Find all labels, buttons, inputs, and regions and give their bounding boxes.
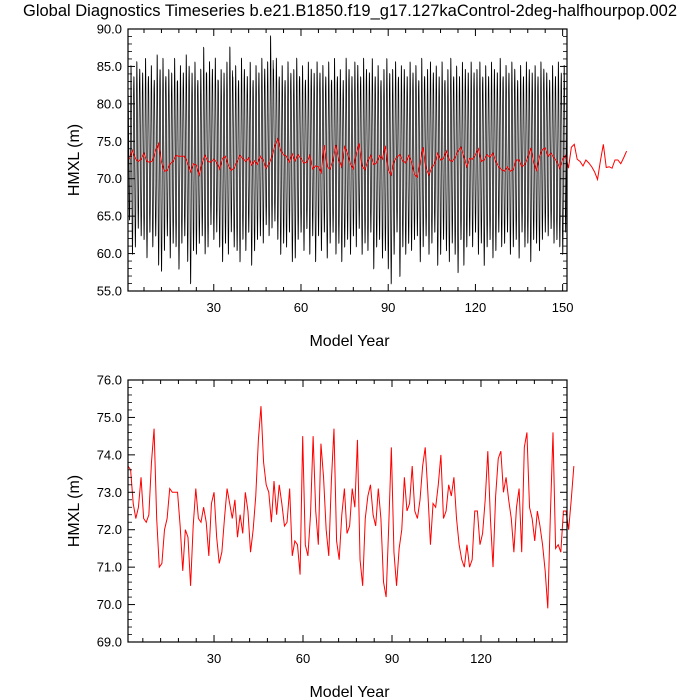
x-tick-label: 60 (294, 300, 308, 315)
figure-title: Global Diagnostics Timeseries b.e21.B185… (22, 2, 677, 20)
x-tick-label: 150 (552, 300, 574, 315)
x-tick-label: 90 (381, 300, 395, 315)
x-tick-label: 30 (207, 651, 221, 666)
series-line-0 (127, 406, 575, 609)
y-tick-label: 80.0 (97, 96, 122, 111)
series-line-0 (127, 35, 568, 285)
y-tick-label: 70.0 (97, 171, 122, 186)
plot-frame (127, 379, 568, 643)
y-tick-label: 85.0 (97, 59, 122, 74)
x-tick-label: 120 (470, 651, 492, 666)
x-axis-title: Model Year (309, 333, 390, 350)
y-tick-label: 70.0 (97, 597, 122, 612)
y-tick-label: 72.0 (97, 522, 122, 537)
x-tick-label: 90 (385, 651, 399, 666)
y-tick-label: 55.0 (97, 284, 122, 299)
bottom-panel: 30 60 90 120 69.0 70.0 71.0 72.0 73.0 74.0 75.0 76.… (66, 373, 575, 700)
x-tick-label: 60 (296, 651, 310, 666)
y-tick-label: 75.0 (97, 134, 122, 149)
y-tick-label: 65.0 (97, 209, 122, 224)
y-axis-title: HMXL (m) (66, 124, 83, 196)
series-line-1 (128, 137, 628, 182)
x-tick-label: 120 (465, 300, 487, 315)
y-tick-label: 73.0 (97, 485, 122, 500)
y-tick-label: 60.0 (97, 246, 122, 261)
y-tick-label: 76.0 (97, 373, 122, 388)
top-panel: 30 60 90 120 150 55.0 60.0 65.0 70.0 75.0 80.0 85.0… (66, 22, 628, 350)
y-tick-label: 90.0 (97, 22, 122, 37)
y-tick-label: 69.0 (97, 635, 122, 650)
y-tick-label: 75.0 (97, 410, 122, 425)
y-tick-label: 71.0 (97, 560, 122, 575)
y-axis-title: HMXL (m) (66, 475, 83, 547)
x-tick-label: 30 (207, 300, 221, 315)
plot-frame (127, 28, 568, 292)
y-tick-label: 74.0 (97, 447, 122, 462)
x-axis-title: Model Year (309, 684, 390, 700)
